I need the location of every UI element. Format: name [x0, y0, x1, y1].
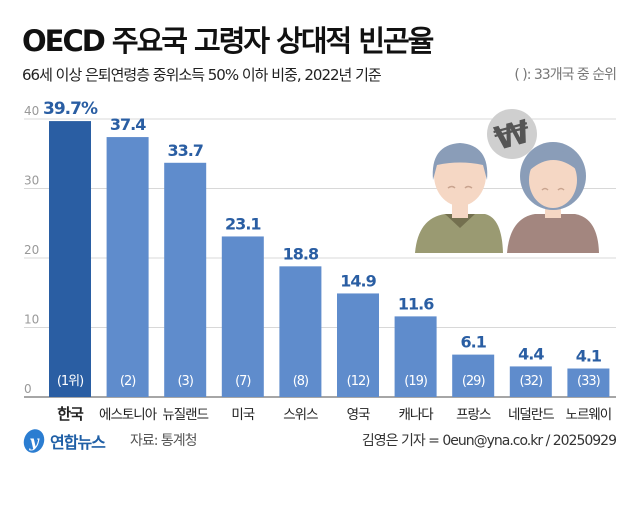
category-label: 노르웨이: [566, 407, 612, 423]
rank-label: (2): [120, 374, 135, 389]
bar: [106, 137, 149, 397]
y-tick-label: 40: [24, 104, 39, 118]
yonhap-logo: y 연합뉴스: [22, 428, 106, 454]
value-label: 6.1: [461, 333, 487, 352]
y-tick-label: 30: [24, 174, 39, 188]
rank-label: (7): [235, 374, 250, 389]
category-label: 네덜란드: [508, 407, 554, 423]
value-label: 37.4: [110, 115, 146, 134]
subtitle: 66세 이상 은퇴연령층 중위소득 50% 이하 비중, 2022년 기준: [22, 66, 382, 84]
rank-label: (8): [293, 374, 308, 389]
y-tick-label: 0: [24, 382, 32, 396]
category-label: 스위스: [283, 407, 318, 423]
bar: [164, 162, 207, 397]
value-label: 4.1: [576, 347, 602, 366]
rank-label: (12): [347, 374, 370, 389]
rank-label: (19): [404, 374, 427, 389]
bar: [394, 316, 437, 397]
rank-label: (1위): [57, 374, 83, 389]
svg-text:y: y: [28, 432, 40, 451]
category-label: 뉴질랜드: [162, 407, 208, 423]
value-label: 23.1: [225, 214, 261, 233]
value-label: 39.7%: [43, 99, 98, 119]
rank-label: (32): [519, 374, 542, 389]
category-label: 에스토니아: [99, 407, 158, 423]
category-label: 캐나다: [398, 407, 434, 423]
y-tick-label: 10: [24, 313, 39, 327]
yonhap-logo-icon: y: [23, 429, 45, 453]
rank-label: (3): [177, 374, 192, 389]
y-tick-label: 20: [24, 243, 39, 257]
category-label: 한국: [57, 405, 84, 423]
bar: [452, 354, 495, 397]
value-label: 11.6: [398, 294, 434, 313]
rank-label: (33): [577, 374, 600, 389]
source: 자료: 통계청: [130, 433, 198, 449]
elderly-couple-won-icon: ₩: [415, 109, 599, 253]
credit: 김영은 기자 = 0eun@yna.co.kr / 20250929: [361, 433, 617, 449]
bar: [221, 236, 264, 397]
bar: [567, 368, 610, 397]
bar: [337, 293, 379, 397]
page-title: OECD 주요국 고령자 상대적 빈곤율: [22, 24, 434, 58]
bar: [279, 266, 322, 397]
rank-label: (29): [462, 374, 485, 389]
category-label: 프랑스: [456, 407, 491, 423]
category-label: 영국: [347, 407, 370, 423]
category-label: 미국: [231, 407, 254, 423]
value-label: 14.9: [340, 271, 376, 290]
logo-text: 연합뉴스: [50, 433, 106, 452]
bar: [509, 366, 552, 397]
rank-note: ( ): 33개국 중 순위: [514, 67, 617, 83]
value-label: 18.8: [283, 244, 319, 263]
value-label: 4.4: [518, 344, 544, 363]
bar: [49, 121, 91, 398]
value-label: 33.7: [167, 141, 202, 160]
